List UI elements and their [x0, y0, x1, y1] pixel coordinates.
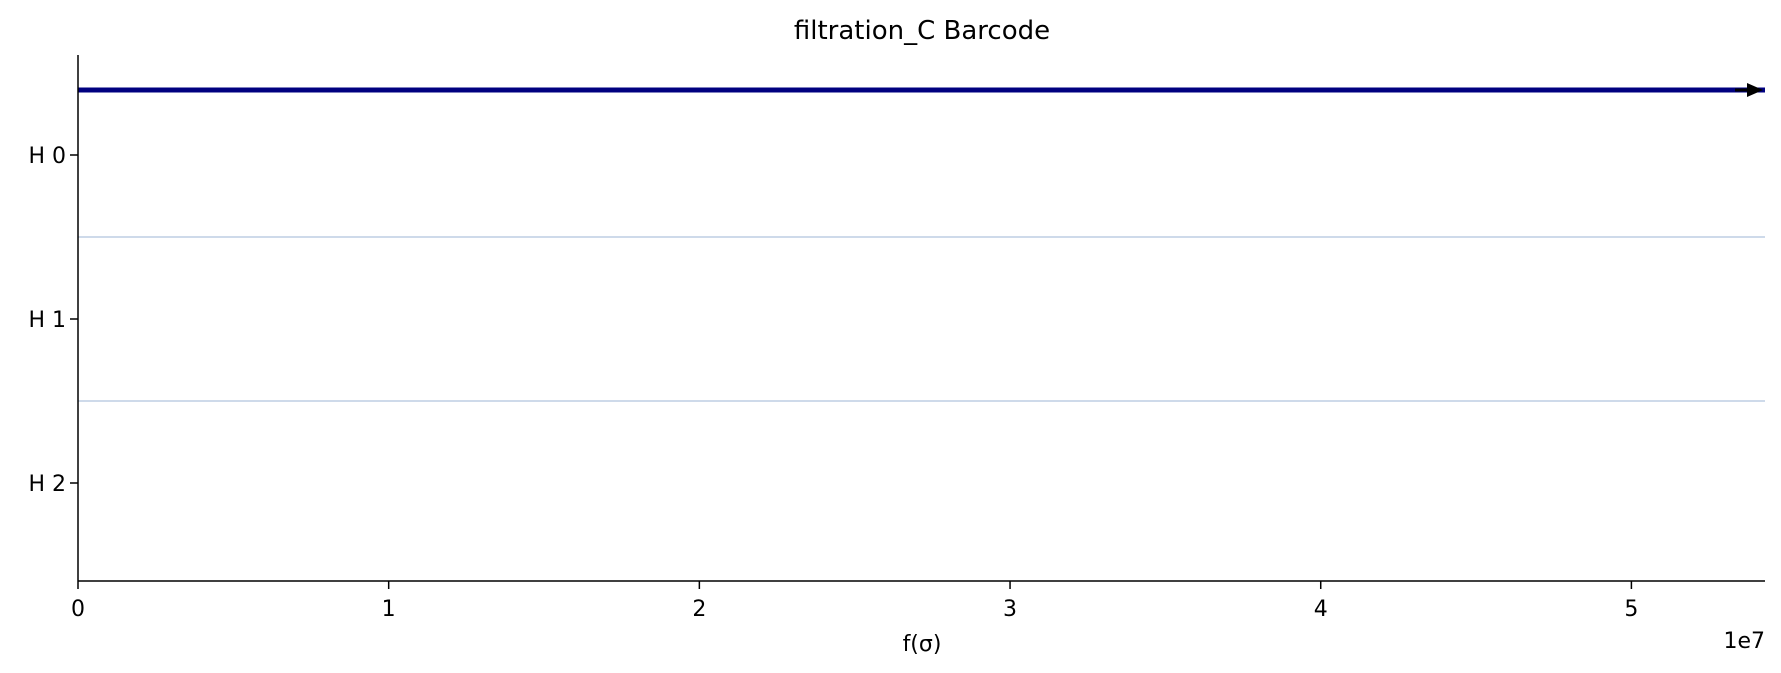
y-ticks: H 0 H 1 H 2 [28, 144, 78, 497]
chart-title: filtration_C Barcode [794, 16, 1050, 46]
x-tick-label: 3 [1003, 597, 1017, 622]
dimension-separators [78, 236, 1765, 402]
x-ticks: 0 1 2 3 4 5 [71, 581, 1638, 622]
persistence-bars [78, 83, 1765, 97]
y-tick-label: H 0 [28, 144, 66, 169]
x-tick-label: 5 [1624, 597, 1638, 622]
x-tick-label: 0 [71, 597, 85, 622]
x-tick-label: 2 [692, 597, 706, 622]
x-offset-label: 1e7 [1723, 629, 1765, 654]
y-tick-label: H 1 [28, 308, 66, 333]
x-axis-label: f(σ) [903, 632, 942, 657]
x-tick-label: 4 [1314, 597, 1328, 622]
y-tick-label: H 2 [28, 472, 66, 497]
x-tick-label: 1 [382, 597, 396, 622]
infinite-arrow-icon [1747, 83, 1763, 97]
